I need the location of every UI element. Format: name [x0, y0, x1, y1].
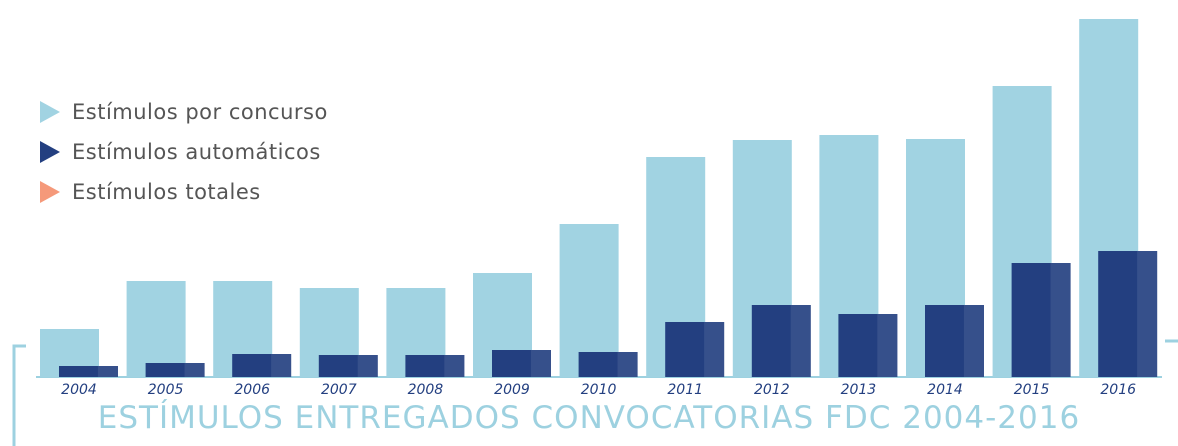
legend-item-concurso: Estímulos por concurso	[40, 92, 328, 132]
x-tick-label-2007: 2007	[321, 382, 357, 398]
bar-automaticos-shade-2015	[1050, 263, 1071, 377]
legend-item-totales: Estímulos totales	[40, 172, 328, 212]
bar-automaticos-2012	[751, 305, 811, 377]
legend-item-automaticos: Estímulos automáticos	[40, 132, 328, 172]
x-tick-label-2005: 2005	[148, 382, 184, 398]
legend-triangle-icon	[40, 101, 60, 123]
bar-automaticos-2006	[232, 354, 292, 377]
bar-automaticos-shade-2005	[184, 363, 205, 377]
x-tick-label-2010: 2010	[581, 382, 617, 398]
bar-automaticos-shade-2004	[97, 366, 118, 377]
bar-automaticos-2004	[59, 366, 118, 377]
bar-automaticos-2008	[405, 355, 465, 377]
bar-automaticos-2009	[492, 350, 551, 377]
bar-automaticos-2010	[578, 352, 638, 377]
x-tick-label-2006: 2006	[234, 382, 270, 398]
x-tick-label-2015: 2015	[1014, 382, 1050, 398]
legend-triangle-icon	[40, 181, 60, 203]
bar-automaticos-2013	[838, 314, 898, 377]
x-tick-label-2012: 2012	[754, 382, 790, 398]
bar-automaticos-2015	[1011, 263, 1071, 377]
legend: Estímulos por concurso Estímulos automát…	[40, 92, 328, 212]
bar-automaticos-shade-2007	[357, 355, 378, 377]
bar-automaticos-shade-2011	[704, 322, 725, 377]
x-tick-label-2008: 2008	[408, 382, 444, 398]
legend-label: Estímulos automáticos	[72, 140, 321, 164]
bar-automaticos-shade-2006	[271, 354, 292, 377]
x-tick-label-2013: 2013	[841, 382, 877, 398]
x-tick-label-2016: 2016	[1100, 382, 1136, 398]
legend-label: Estímulos por concurso	[72, 100, 328, 124]
bar-automaticos-shade-2010	[617, 352, 638, 377]
x-tick-label-2014: 2014	[927, 382, 963, 398]
bar-automaticos-2005	[145, 363, 205, 377]
bar-automaticos-shade-2008	[444, 355, 465, 377]
bar-automaticos-shade-2012	[790, 305, 811, 377]
bar-automaticos-shade-2013	[877, 314, 898, 377]
x-tick-label-2004: 2004	[61, 382, 97, 398]
bar-automaticos-shade-2014	[963, 305, 984, 377]
bar-automaticos-2014	[925, 305, 984, 377]
bar-automaticos-shade-2009	[530, 350, 551, 377]
x-tick-label-2011: 2011	[667, 382, 703, 398]
legend-triangle-icon	[40, 141, 60, 163]
bar-automaticos-2016	[1098, 251, 1158, 377]
bar-concurso-2010	[559, 224, 619, 377]
bar-concurso-2005	[126, 281, 186, 377]
chart-title: ESTÍMULOS ENTREGADOS CONVOCATORIAS FDC 2…	[97, 400, 1081, 436]
bar-automaticos-shade-2016	[1137, 251, 1158, 377]
bar-automaticos-2011	[665, 322, 725, 377]
legend-label: Estímulos totales	[72, 180, 261, 204]
frame-left-bracket	[12, 344, 26, 446]
x-tick-label-2009: 2009	[494, 382, 530, 398]
bar-automaticos-2007	[318, 355, 378, 377]
